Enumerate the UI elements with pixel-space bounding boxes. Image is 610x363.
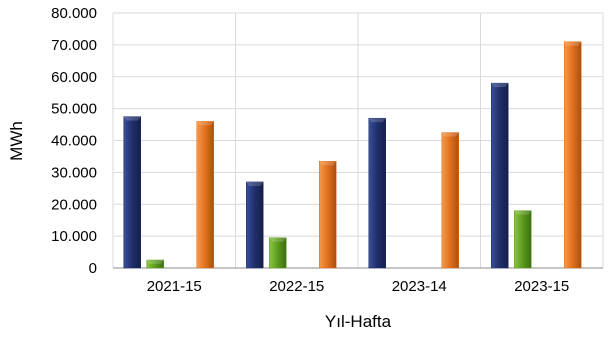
x-tick-label: 2021-15 — [147, 278, 202, 295]
x-tick-label: 2022-15 — [269, 278, 324, 295]
bar-2-2021-15 — [146, 259, 164, 269]
bar-3-2023-14 — [441, 132, 459, 269]
bar-cap — [123, 116, 141, 121]
bar-1-2023-14 — [368, 117, 386, 269]
y-tick-label: 40.000 — [51, 133, 97, 150]
y-tick-label: 20.000 — [51, 196, 97, 213]
gridlines — [112, 12, 604, 269]
bar-1-2023-15 — [491, 82, 509, 269]
x-tick-label: 2023-15 — [514, 278, 569, 295]
x-tick-label: 2023-14 — [392, 278, 447, 295]
bar-cap — [514, 210, 532, 215]
bar-2-2023-15 — [514, 210, 532, 269]
bars — [123, 41, 582, 269]
y-tick-label: 0 — [89, 260, 97, 277]
y-tick-labels: 0 10.000 20.000 30.000 40.000 50.000 60.000 70.… — [51, 5, 97, 277]
bar-cap — [491, 83, 509, 88]
bar-cap — [269, 237, 287, 242]
bar-3-2022-15 — [319, 160, 337, 269]
y-tick-label: 70.000 — [51, 37, 97, 54]
y-tick-label: 60.000 — [51, 69, 97, 86]
bar-2-2022-15 — [269, 237, 287, 269]
bar-1-2021-15 — [123, 116, 141, 269]
bar-cap — [441, 132, 459, 137]
bar-cap — [246, 181, 264, 186]
bar-cap — [564, 41, 582, 46]
bar-cap — [196, 121, 214, 126]
x-tick-labels: 2021-15 2022-15 2023-14 2023-15 — [147, 278, 570, 295]
y-tick-label: 50.000 — [51, 101, 97, 118]
y-tick-label: 30.000 — [51, 164, 97, 181]
bar-3-2021-15 — [196, 121, 214, 269]
bar-3-2023-15 — [564, 41, 582, 269]
bar-cap — [368, 118, 386, 123]
y-tick-label: 80.000 — [51, 5, 97, 22]
bar-1-2022-15 — [246, 181, 264, 269]
y-axis-title: MWh — [7, 121, 26, 161]
bar-cap — [146, 260, 164, 265]
bar-cap — [319, 161, 337, 166]
y-tick-label: 10.000 — [51, 228, 97, 245]
x-axis-title: Yıl-Hafta — [325, 312, 392, 331]
